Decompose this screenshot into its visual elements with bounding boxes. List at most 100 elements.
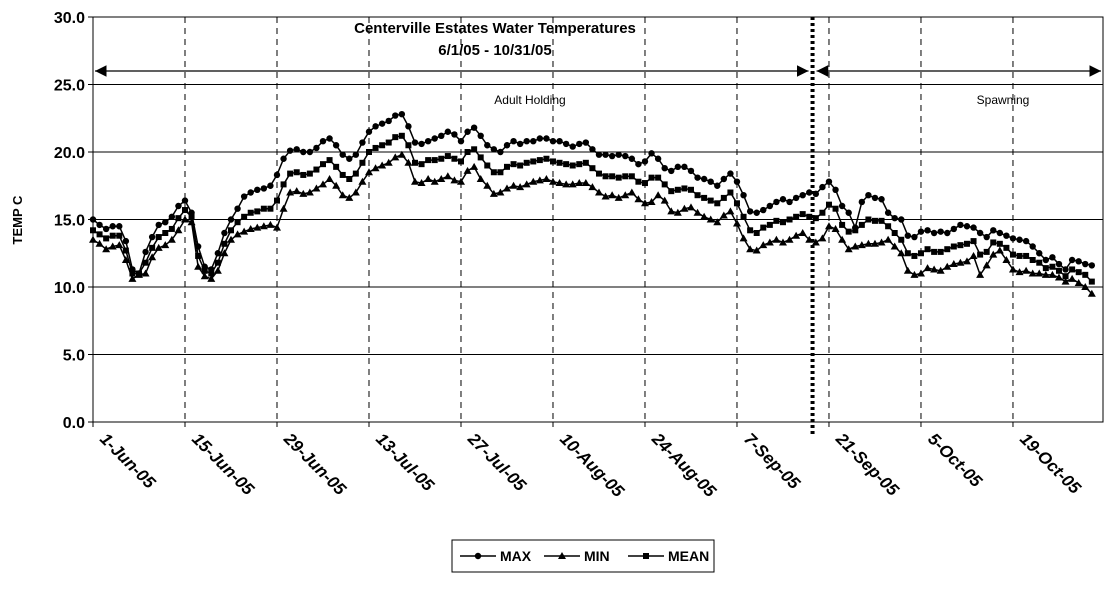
point: [359, 159, 366, 166]
point: [858, 221, 865, 228]
point: [280, 181, 287, 188]
point: [1022, 237, 1030, 245]
point: [576, 161, 583, 168]
point: [732, 219, 741, 227]
point: [667, 207, 676, 215]
point: [181, 207, 188, 214]
point: [484, 162, 491, 169]
point: [325, 175, 334, 182]
annotation: Adult Holding: [494, 93, 565, 107]
point: [681, 185, 688, 192]
point: [693, 208, 702, 216]
point: [234, 219, 241, 226]
point: [444, 153, 451, 160]
point: [194, 262, 203, 270]
point: [1002, 256, 1011, 263]
y-axis-label: TEMP C: [10, 195, 25, 244]
point: [227, 227, 234, 234]
point: [536, 135, 544, 142]
x-tick-label: 27-Jul-05: [463, 429, 530, 496]
point: [175, 202, 182, 210]
point: [602, 173, 609, 180]
point: [259, 222, 268, 230]
point: [773, 217, 780, 224]
point: [681, 163, 688, 171]
chart-title: Centerville Estates Water Temperatures: [354, 20, 636, 37]
point: [1023, 252, 1030, 259]
point: [410, 177, 419, 185]
point: [286, 147, 294, 154]
x-tick-label: 1-Jun-05: [96, 429, 159, 492]
point: [917, 228, 925, 235]
point: [786, 198, 793, 206]
x-tick-label: 29-Jun-05: [279, 429, 350, 500]
point: [443, 172, 452, 180]
point: [122, 237, 130, 245]
point: [778, 238, 787, 246]
point: [254, 208, 261, 215]
point: [806, 189, 813, 196]
point: [1003, 244, 1010, 251]
point: [1029, 243, 1036, 250]
point: [332, 142, 340, 149]
point: [319, 161, 326, 168]
point: [793, 213, 800, 220]
point: [516, 183, 525, 191]
point: [824, 222, 833, 230]
point: [558, 552, 566, 559]
point: [530, 158, 537, 165]
point: [627, 188, 636, 196]
point: [497, 148, 504, 156]
point: [405, 123, 412, 130]
point: [273, 197, 280, 204]
point: [589, 146, 596, 153]
point: [338, 191, 347, 199]
point: [135, 270, 142, 277]
point: [484, 142, 491, 149]
point: [785, 235, 794, 243]
point: [747, 227, 754, 234]
point: [726, 207, 735, 215]
point: [569, 162, 576, 169]
point: [463, 166, 472, 174]
y-tick-label: 10.0: [54, 280, 85, 297]
point: [943, 262, 952, 270]
point: [733, 178, 741, 185]
y-tick-label: 0.0: [63, 415, 85, 432]
point: [149, 244, 156, 251]
point: [845, 209, 852, 216]
point: [845, 228, 852, 235]
point: [109, 223, 116, 230]
point: [437, 175, 446, 182]
point: [358, 177, 367, 185]
point: [969, 251, 978, 259]
point: [502, 184, 511, 192]
point: [556, 138, 563, 145]
point: [247, 189, 254, 196]
point: [476, 175, 485, 182]
point: [694, 174, 701, 181]
point: [543, 135, 550, 142]
point: [372, 144, 379, 151]
point: [989, 250, 998, 258]
x-tick-label: 21-Sep-05: [831, 429, 902, 500]
point: [313, 166, 320, 173]
point: [260, 185, 268, 192]
point: [451, 131, 458, 138]
point: [1081, 283, 1090, 290]
legend-items: MAX MIN MEAN: [460, 548, 709, 564]
legend-label: MEAN: [668, 548, 709, 564]
point: [1074, 278, 1083, 286]
point: [305, 188, 314, 196]
point: [694, 192, 701, 199]
point: [300, 148, 307, 156]
point: [234, 205, 241, 212]
point: [121, 256, 130, 263]
point: [1016, 236, 1023, 243]
point: [602, 151, 609, 158]
x-tick-label: 10-Aug-05: [556, 429, 628, 501]
point: [568, 180, 577, 188]
point: [739, 234, 748, 242]
point: [635, 178, 642, 185]
point: [944, 229, 951, 237]
